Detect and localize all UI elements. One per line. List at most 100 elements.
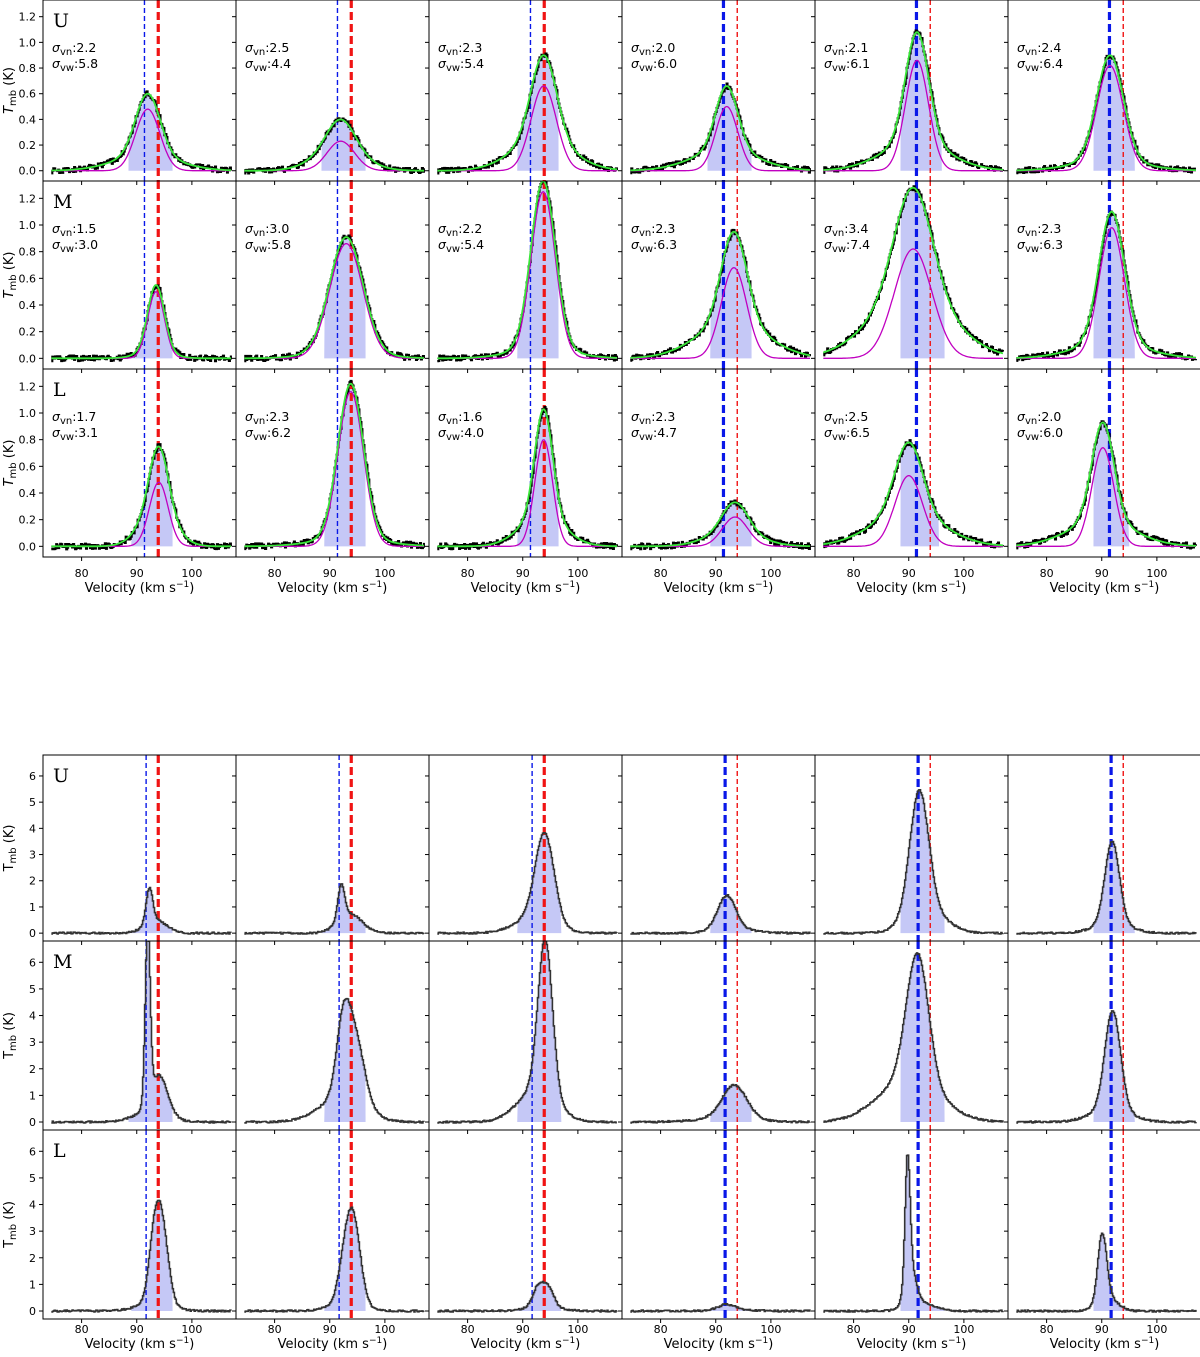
x-tick-label: 100	[567, 567, 588, 580]
y-tick-label: 0.4	[19, 487, 37, 500]
sigma-subscript: vw	[832, 244, 846, 255]
integration-fill	[1093, 421, 1130, 547]
x-tick-label: 100	[760, 1323, 781, 1336]
panel-r1-c4	[811, 940, 1009, 1134]
sigma-vn-value: :2.4	[1037, 40, 1061, 55]
sigma-vw-value: :6.3	[1039, 237, 1063, 252]
y-tick-label: 1.0	[19, 219, 37, 232]
sigma-symbol: σ	[245, 425, 254, 440]
total-fit-line	[1016, 54, 1197, 172]
panel-plot-area	[437, 1130, 618, 1319]
panel-r0-c0: 0 1 2 3 4 5 6 U Tmb (K)	[2, 754, 237, 945]
sigma-vw-label: σvw:6.0	[1017, 425, 1063, 443]
sigma-vw-value: :3.1	[74, 425, 98, 440]
x-axis-label: Velocity (km s−1)	[857, 1336, 967, 1352]
x-axis-label-close: )	[768, 1337, 773, 1352]
figure-2: 0 1 2 3 4 5 6 U Tmb (K) 0 1 2 3 4 5 6 M Tmb (K) 80 90 100 0 1 2…	[2, 754, 1200, 1352]
x-axis-label: Velocity (km s−1)	[278, 1336, 388, 1352]
sigma-vw-label: σvw:6.0	[631, 56, 677, 74]
y-axis-label-unit: (K)	[2, 1201, 17, 1224]
narrow-fit-line	[823, 248, 1003, 359]
integration-fill	[1093, 1010, 1135, 1123]
x-axis-label: Velocity (km s−1)	[857, 580, 967, 596]
y-axis-label: Tmb (K)	[2, 1012, 19, 1060]
y-tick-label: 0.4	[19, 113, 37, 126]
panel-plot-area	[437, 941, 617, 1130]
sigma-vn-value: :2.3	[458, 40, 482, 55]
narrow-fit-line	[1016, 447, 1196, 547]
sigma-subscript: vw	[253, 432, 267, 443]
x-tick-label: 80	[847, 567, 861, 580]
panel-r1-c5	[1004, 940, 1200, 1134]
x-axis-label-superscript: −1	[1141, 1336, 1154, 1346]
sigma-vw-value: :4.0	[460, 425, 484, 440]
sigma-symbol: σ	[52, 237, 61, 252]
y-tick-label: 1.2	[19, 380, 37, 393]
y-tick-label: 0.8	[19, 62, 37, 75]
panel-r0-c4	[811, 754, 1009, 945]
narrow-fit-line	[630, 105, 810, 172]
sigma-symbol: σ	[438, 56, 447, 71]
x-tick-label: 90	[130, 1323, 144, 1336]
sigma-vn-label: σvn:2.0	[1017, 409, 1061, 427]
y-tick-label: 1.2	[19, 192, 37, 205]
sigma-vn-value: :2.5	[265, 40, 289, 55]
sigma-symbol: σ	[631, 56, 640, 71]
total-fit-line	[823, 186, 1004, 355]
x-axis-label-close: )	[189, 581, 194, 596]
sigma-vn-label: σvn:2.0	[631, 40, 675, 58]
panel-frame	[42, 754, 237, 942]
spectrum-line	[630, 894, 811, 935]
sigma-subscript: vn	[446, 47, 458, 58]
sigma-subscript: vw	[60, 244, 74, 255]
sigma-vw-label: σvw:3.1	[52, 425, 98, 443]
panel-plot-area	[437, 755, 618, 941]
sigma-symbol: σ	[245, 237, 254, 252]
sigma-vn-value: :2.0	[1037, 409, 1061, 424]
sigma-symbol: σ	[245, 56, 254, 71]
panel-r1-c3	[618, 940, 816, 1134]
panel-plot-area	[823, 1130, 1004, 1319]
y-tick-label: 0.0	[19, 352, 37, 365]
sigma-vw-value: :4.4	[267, 56, 291, 71]
x-axis-label-superscript: −1	[176, 1336, 189, 1346]
total-fit-line	[823, 441, 1004, 547]
sigma-symbol: σ	[438, 425, 447, 440]
panel-plot-area	[630, 0, 811, 181]
y-tick-label: 1.0	[19, 407, 37, 420]
panel-plot-area	[1016, 755, 1197, 941]
integration-fill	[517, 181, 559, 359]
y-tick-label: 0.8	[19, 434, 37, 447]
x-axis-label-superscript: −1	[755, 580, 768, 590]
y-axis-label-unit: (K)	[2, 1012, 17, 1035]
y-tick-label: 3	[29, 1036, 36, 1049]
panel-frame	[1007, 368, 1200, 558]
sigma-vn-label: σvn:3.0	[245, 221, 289, 239]
y-axis-label-symbol: T	[2, 289, 17, 298]
narrow-fit-line	[437, 85, 617, 172]
y-tick-label: 2	[29, 1252, 36, 1265]
integration-fill	[1093, 55, 1135, 171]
x-axis-label: Velocity (km s−1)	[278, 580, 388, 596]
narrow-fit-line	[51, 108, 231, 172]
spectrum-line	[823, 1154, 1004, 1313]
sigma-subscript: vw	[446, 244, 460, 255]
x-axis-label-text: Velocity (km s	[471, 1337, 563, 1352]
total-fit-line	[244, 118, 424, 172]
panel-frame	[42, 1129, 237, 1320]
sigma-vw-label: σvw:4.7	[631, 425, 677, 443]
spectrum-line	[51, 941, 232, 1124]
sigma-vn-value: :2.3	[651, 221, 675, 236]
spectrum-line	[244, 1206, 425, 1313]
spectrum-line	[51, 1199, 232, 1313]
y-axis-label-subscript: mb	[8, 462, 19, 478]
sigma-symbol: σ	[1017, 221, 1026, 236]
y-tick-label: 1	[29, 1278, 36, 1291]
sigma-symbol: σ	[245, 221, 254, 236]
sigma-symbol: σ	[438, 221, 447, 236]
